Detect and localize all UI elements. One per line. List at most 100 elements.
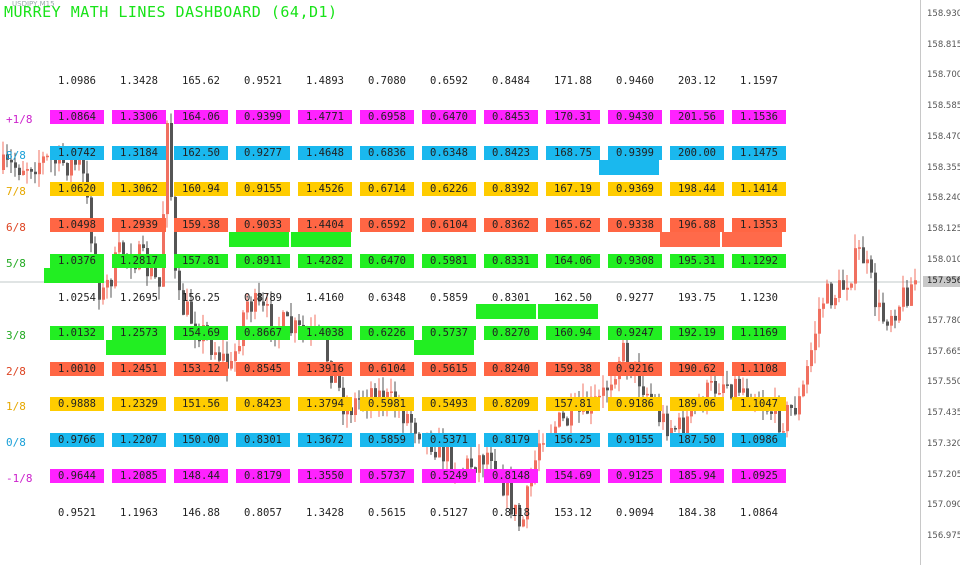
level-value-cell: 0.8667 bbox=[236, 326, 290, 340]
signal-bar bbox=[722, 232, 782, 247]
candle-body bbox=[866, 259, 869, 264]
candle-body bbox=[554, 426, 557, 434]
candle-body bbox=[846, 287, 849, 290]
level-value-cell: 0.9460 bbox=[616, 75, 654, 87]
level-value-cell: 1.1047 bbox=[732, 397, 786, 411]
candle-body bbox=[354, 398, 357, 416]
price-tick-label: 158.010 bbox=[927, 254, 960, 265]
level-value-cell: 1.3794 bbox=[298, 397, 352, 411]
candle-body bbox=[622, 342, 625, 362]
level-value-cell: 0.6104 bbox=[360, 362, 414, 376]
level-value-cell: 162.50 bbox=[174, 146, 228, 160]
price-tick-label: 157.090 bbox=[927, 500, 960, 511]
candle-body bbox=[686, 416, 689, 439]
candle-body bbox=[162, 214, 165, 287]
level-value-cell: 165.62 bbox=[182, 75, 220, 87]
candle-body bbox=[726, 384, 729, 386]
level-value-cell: 165.62 bbox=[546, 218, 600, 232]
level-value-cell: 187.50 bbox=[670, 433, 724, 447]
level-value-cell: 0.5981 bbox=[360, 397, 414, 411]
level-value-cell: 170.31 bbox=[546, 110, 600, 124]
level-value-cell: 0.8301 bbox=[236, 433, 290, 447]
chart-area[interactable]: USDJPY,M15 MURREY MATH LINES DASHBOARD (… bbox=[0, 0, 920, 565]
level-value-cell: 150.00 bbox=[174, 433, 228, 447]
level-value-cell: 0.5615 bbox=[422, 362, 476, 376]
candle-body bbox=[418, 433, 421, 440]
level-value-cell: 1.1230 bbox=[740, 292, 778, 304]
level-value-cell: 1.1414 bbox=[732, 182, 786, 196]
level-value-cell: 1.4404 bbox=[298, 218, 352, 232]
candle-body bbox=[114, 252, 117, 287]
level-value-cell: 0.8179 bbox=[236, 469, 290, 483]
candle-body bbox=[10, 159, 13, 163]
level-value-cell: 159.38 bbox=[174, 218, 228, 232]
candle-body bbox=[658, 404, 661, 423]
level-label: 8/8 bbox=[6, 149, 26, 162]
candle-body bbox=[94, 243, 97, 260]
level-value-cell: 0.9766 bbox=[50, 433, 104, 447]
candle-body bbox=[886, 321, 889, 326]
level-value-cell: 1.2573 bbox=[112, 326, 166, 340]
candle-body bbox=[166, 123, 169, 215]
candle-body bbox=[802, 384, 805, 397]
candle-body bbox=[190, 301, 193, 324]
candle-body bbox=[226, 353, 229, 369]
candle-body bbox=[558, 412, 561, 427]
price-scale[interactable]: 158.930 158.815 158.700 158.585 158.470 158.3… bbox=[920, 0, 960, 565]
level-value-cell: 193.75 bbox=[678, 292, 716, 304]
price-tick-label: 158.815 bbox=[927, 39, 960, 50]
level-value-cell: 1.1353 bbox=[732, 218, 786, 232]
level-value-cell: 0.8270 bbox=[484, 326, 538, 340]
level-value-cell: 146.88 bbox=[182, 507, 220, 519]
candle-body bbox=[734, 378, 737, 399]
candle-body bbox=[14, 162, 17, 168]
level-value-cell: 1.1292 bbox=[732, 254, 786, 268]
level-value-cell: 0.9094 bbox=[616, 507, 654, 519]
candle-body bbox=[282, 312, 285, 328]
level-value-cell: 0.8545 bbox=[236, 362, 290, 376]
candle-body bbox=[234, 351, 237, 361]
level-value-cell: 0.6348 bbox=[422, 146, 476, 160]
candle-body bbox=[182, 290, 185, 315]
candle-body bbox=[326, 335, 329, 362]
candle-body bbox=[738, 378, 741, 393]
level-value-cell: 0.8484 bbox=[492, 75, 530, 87]
level-value-cell: 0.5859 bbox=[360, 433, 414, 447]
candle-body bbox=[222, 353, 225, 361]
level-label: 7/8 bbox=[6, 185, 26, 198]
candle-body bbox=[742, 388, 745, 393]
candle-body bbox=[662, 413, 665, 423]
price-tick-label: 157.780 bbox=[927, 316, 960, 326]
level-value-cell: 0.9216 bbox=[608, 362, 662, 376]
level-value-cell: 0.8362 bbox=[484, 218, 538, 232]
level-value-cell: 0.5249 bbox=[422, 469, 476, 483]
candle-body bbox=[334, 373, 337, 383]
level-value-cell: 201.56 bbox=[670, 110, 724, 124]
price-tick-label: 157.550 bbox=[927, 377, 960, 388]
price-tick-label: 158.125 bbox=[927, 223, 960, 234]
candle-body bbox=[562, 412, 565, 419]
candle-body bbox=[646, 393, 649, 396]
price-tick-label: 158.585 bbox=[927, 101, 960, 112]
candle-body bbox=[522, 519, 525, 527]
candle-body bbox=[370, 388, 373, 405]
level-value-cell: 1.3550 bbox=[298, 469, 352, 483]
signal-bar bbox=[229, 232, 289, 247]
level-value-cell: 1.4771 bbox=[298, 110, 352, 124]
level-value-cell: 167.19 bbox=[546, 182, 600, 196]
candle-body bbox=[286, 312, 289, 317]
candle-body bbox=[470, 458, 473, 468]
candle-body bbox=[566, 418, 569, 426]
level-label: +1/8 bbox=[6, 113, 33, 126]
level-value-cell: 1.2695 bbox=[120, 292, 158, 304]
price-tick-label: 158.355 bbox=[927, 162, 960, 173]
level-value-cell: 192.19 bbox=[670, 326, 724, 340]
current-price-label: 157.956 bbox=[923, 276, 960, 287]
level-value-cell: 162.50 bbox=[554, 292, 592, 304]
candle-body bbox=[770, 411, 773, 414]
level-value-cell: 0.5737 bbox=[422, 326, 476, 340]
level-value-cell: 1.0986 bbox=[732, 433, 786, 447]
level-value-cell: 0.6348 bbox=[368, 292, 406, 304]
candle-body bbox=[598, 395, 601, 398]
level-value-cell: 1.3062 bbox=[112, 182, 166, 196]
